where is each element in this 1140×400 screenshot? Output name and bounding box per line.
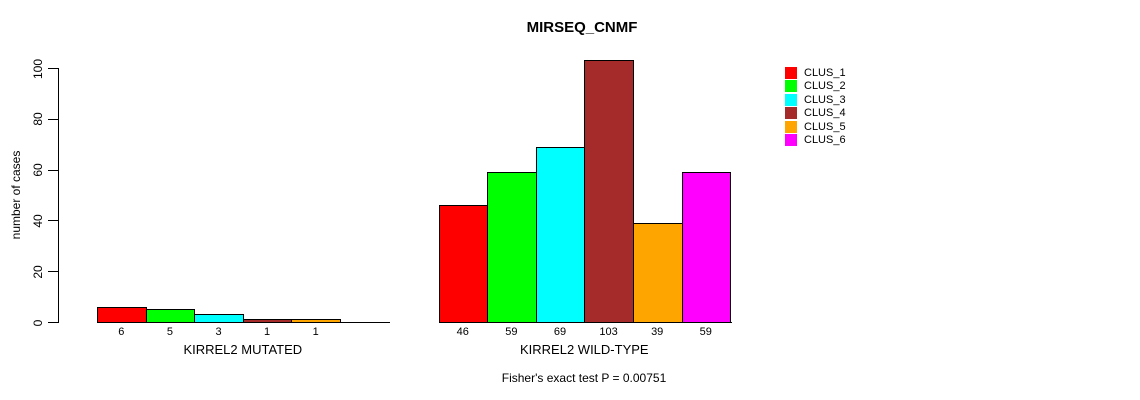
y-tick-mark xyxy=(48,68,58,69)
bar-value-label: 1 xyxy=(312,326,319,338)
bar-value-label: 1 xyxy=(264,326,271,338)
y-tick-label: 100 xyxy=(31,58,45,79)
y-tick-mark xyxy=(48,118,58,120)
group-axis-label: KIRREL2 MUTATED xyxy=(183,342,303,357)
y-tick-mark xyxy=(48,271,58,273)
y-tick-label: 0 xyxy=(31,319,45,326)
legend-label: CLUS_6 xyxy=(804,134,846,146)
bar-clus_2 xyxy=(487,172,537,323)
bar-clus_4 xyxy=(584,60,634,323)
y-axis-label: number of cases xyxy=(9,150,23,240)
y-tick-label: 60 xyxy=(31,163,45,177)
legend-color-swatch xyxy=(785,67,797,79)
bar-value-label: 39 xyxy=(651,326,664,338)
bar-clus_2 xyxy=(146,309,195,323)
y-tick-label: 40 xyxy=(31,214,45,228)
legend-color-swatch xyxy=(785,121,797,133)
bar-clus_3 xyxy=(536,147,585,323)
y-tick-mark xyxy=(48,322,58,323)
legend-color-swatch xyxy=(785,94,797,106)
legend-color-swatch xyxy=(785,80,797,92)
legend-color-swatch xyxy=(785,134,797,146)
bar-clus_5 xyxy=(633,223,683,323)
bar-value-label: 69 xyxy=(553,326,567,338)
bar-value-label: 46 xyxy=(456,326,469,338)
bar-value-label: 5 xyxy=(166,326,173,338)
fisher-test-annotation: Fisher's exact test P = 0.00751 xyxy=(501,371,667,385)
bar-clus_6 xyxy=(682,172,731,323)
legend-label: CLUS_2 xyxy=(804,80,846,92)
bar-clus_4 xyxy=(243,319,292,323)
bar-value-label: 6 xyxy=(118,326,125,338)
bar-clus_1 xyxy=(97,307,147,323)
y-tick-label: 20 xyxy=(31,265,45,279)
chart-title: MIRSEQ_CNMF xyxy=(526,19,638,36)
bar-clus_5 xyxy=(291,319,341,323)
bar-value-label: 103 xyxy=(599,326,618,338)
legend-label: CLUS_5 xyxy=(804,121,846,133)
bar-value-label: 3 xyxy=(215,326,222,338)
y-tick-mark xyxy=(48,220,58,222)
y-tick-label: 80 xyxy=(31,112,45,126)
group-axis-label: KIRREL2 WILD-TYPE xyxy=(520,342,649,357)
y-axis-line xyxy=(58,68,59,323)
bar-clus_3 xyxy=(194,314,244,323)
legend-label: CLUS_3 xyxy=(804,94,846,106)
bar-clus_1 xyxy=(439,205,488,323)
bar-value-label: 59 xyxy=(699,326,712,338)
legend-label: CLUS_1 xyxy=(804,67,846,79)
bar-value-label: 59 xyxy=(505,326,518,338)
y-tick-mark xyxy=(48,169,58,171)
legend-label: CLUS_4 xyxy=(804,107,846,119)
legend-color-swatch xyxy=(785,107,797,119)
